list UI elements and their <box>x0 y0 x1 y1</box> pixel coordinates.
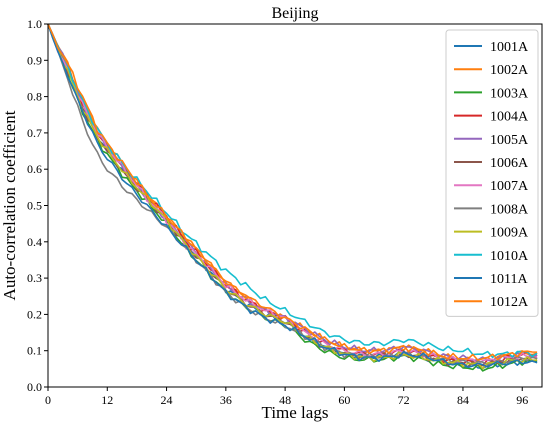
x-tick-label: 36 <box>220 393 232 407</box>
legend-label: 1009A <box>490 226 529 241</box>
legend-label: 1006A <box>490 156 529 171</box>
x-tick-label: 12 <box>101 393 113 407</box>
y-axis-ticks: 0.0 0.1 0.2 0.3 0.4 0.5 0.6 0.7 0.8 0.9 1.0 <box>27 17 48 394</box>
y-tick-label: 0.0 <box>27 380 42 394</box>
x-tick-label: 24 <box>161 393 173 407</box>
x-tick-label: 60 <box>338 393 350 407</box>
x-tick-label: 72 <box>398 393 410 407</box>
y-tick-label: 0.2 <box>27 307 42 321</box>
legend-label: 1007A <box>490 179 529 194</box>
y-tick-label: 0.5 <box>27 199 42 213</box>
x-tick-label: 84 <box>457 393 469 407</box>
series-line-1012A <box>47 23 538 361</box>
y-tick-label: 0.6 <box>27 162 42 176</box>
legend-label: 1012A <box>490 295 529 310</box>
legend-label: 1002A <box>490 63 529 78</box>
legend-box <box>445 29 539 317</box>
legend-label: 1010A <box>490 249 529 264</box>
plot-lines <box>47 23 538 372</box>
x-axis-ticks: 0 12 24 36 48 60 72 84 96 <box>45 387 528 407</box>
y-tick-label: 0.3 <box>27 271 42 285</box>
y-tick-label: 1.0 <box>27 17 42 31</box>
series-line-1011A <box>47 23 538 369</box>
legend: 1001A 1002A 1003A 1004A 1005A 1006A 1007A 1008A… <box>445 29 539 317</box>
x-tick-label: 96 <box>516 393 528 407</box>
x-tick-label: 48 <box>279 393 291 407</box>
legend-label: 1003A <box>490 86 529 101</box>
x-axis-title: Time lags <box>262 403 329 422</box>
x-tick-label: 0 <box>45 393 51 407</box>
series-line-1009A <box>47 23 538 370</box>
y-axis-title: Auto-correlation coefficient <box>0 110 19 300</box>
legend-label: 1008A <box>490 202 529 217</box>
y-tick-label: 0.1 <box>27 344 42 358</box>
legend-label: 1004A <box>490 110 529 125</box>
y-tick-label: 0.8 <box>27 90 42 104</box>
legend-label: 1001A <box>490 40 529 55</box>
y-tick-label: 0.9 <box>27 53 42 67</box>
y-tick-label: 0.7 <box>27 126 42 140</box>
legend-label: 1011A <box>490 272 528 287</box>
legend-label: 1005A <box>490 133 529 148</box>
chart-title: Beijing <box>271 5 318 22</box>
y-tick-label: 0.4 <box>27 235 42 249</box>
